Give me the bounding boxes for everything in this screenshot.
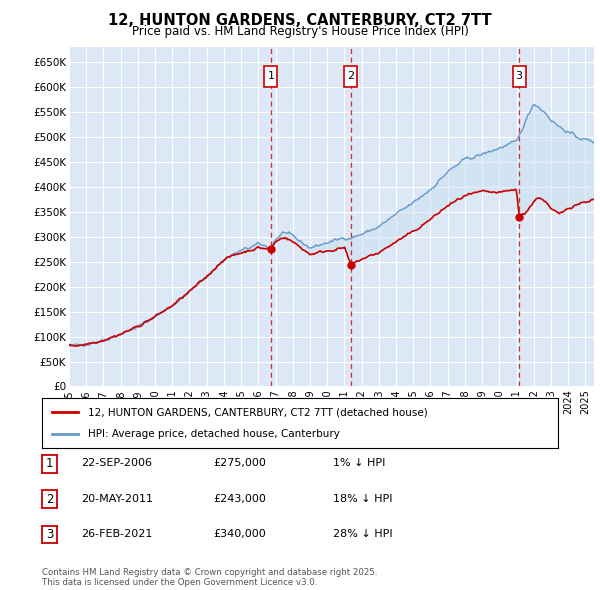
Text: 2: 2 — [46, 493, 53, 506]
Text: 18% ↓ HPI: 18% ↓ HPI — [333, 494, 392, 503]
Text: 26-FEB-2021: 26-FEB-2021 — [81, 529, 152, 539]
Text: HPI: Average price, detached house, Canterbury: HPI: Average price, detached house, Cant… — [88, 430, 340, 440]
Text: 28% ↓ HPI: 28% ↓ HPI — [333, 529, 392, 539]
Text: 22-SEP-2006: 22-SEP-2006 — [81, 458, 152, 468]
Text: £243,000: £243,000 — [213, 494, 266, 503]
FancyBboxPatch shape — [265, 65, 277, 87]
Text: 12, HUNTON GARDENS, CANTERBURY, CT2 7TT (detached house): 12, HUNTON GARDENS, CANTERBURY, CT2 7TT … — [88, 407, 428, 417]
Text: Price paid vs. HM Land Registry's House Price Index (HPI): Price paid vs. HM Land Registry's House … — [131, 25, 469, 38]
Text: 3: 3 — [515, 71, 523, 81]
Text: 1: 1 — [268, 71, 274, 81]
FancyBboxPatch shape — [344, 65, 358, 87]
FancyBboxPatch shape — [512, 65, 526, 87]
Text: 3: 3 — [46, 528, 53, 541]
Text: Contains HM Land Registry data © Crown copyright and database right 2025.
This d: Contains HM Land Registry data © Crown c… — [42, 568, 377, 587]
Text: £275,000: £275,000 — [213, 458, 266, 468]
Text: 12, HUNTON GARDENS, CANTERBURY, CT2 7TT: 12, HUNTON GARDENS, CANTERBURY, CT2 7TT — [108, 13, 492, 28]
Text: 1% ↓ HPI: 1% ↓ HPI — [333, 458, 385, 468]
Text: £340,000: £340,000 — [213, 529, 266, 539]
Text: 2: 2 — [347, 71, 355, 81]
Text: 1: 1 — [46, 457, 53, 470]
Text: 20-MAY-2011: 20-MAY-2011 — [81, 494, 153, 503]
